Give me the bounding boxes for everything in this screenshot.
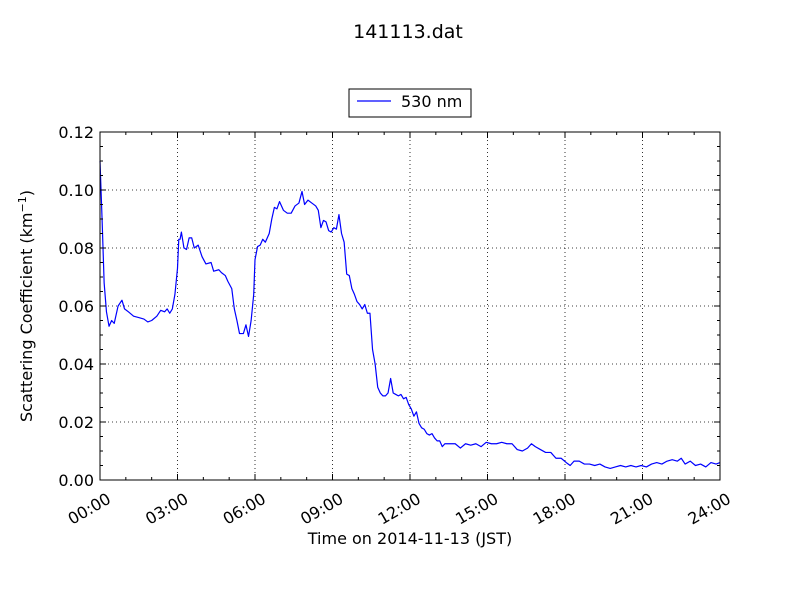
y-axis-label-main: Scattering Coefficient (km (17, 212, 36, 422)
y-tick-labels: 0.00 0.02 0.04 0.06 0.08 0.10 0.12 (58, 123, 94, 490)
y-axis-label-suffix: ) (17, 190, 36, 196)
chart-title: 141113.dat (353, 21, 463, 43)
legend-frame (348, 88, 472, 118)
y-axis-label-superscript: −1 (16, 196, 29, 212)
ticks (99, 131, 721, 481)
y-tick-label: 0.02 (58, 413, 94, 432)
y-tick-label: 0.08 (58, 239, 94, 258)
legend-label-530nm: 530 nm (401, 92, 462, 111)
y-tick-label: 0.04 (58, 355, 94, 374)
series-line-530nm (99, 160, 721, 469)
series-layer (99, 160, 721, 469)
grid (100, 132, 720, 480)
y-tick-label: 0.12 (58, 123, 94, 142)
y-tick-label: 0.00 (58, 471, 94, 490)
legend: 530 nm (348, 88, 472, 118)
y-tick-label: 0.10 (58, 181, 94, 200)
y-tick-label: 0.06 (58, 297, 94, 316)
y-axis-label: Scattering Coefficient (km−1) (16, 190, 36, 422)
x-axis-label: Time on 2014-11-13 (JST) (307, 529, 512, 548)
